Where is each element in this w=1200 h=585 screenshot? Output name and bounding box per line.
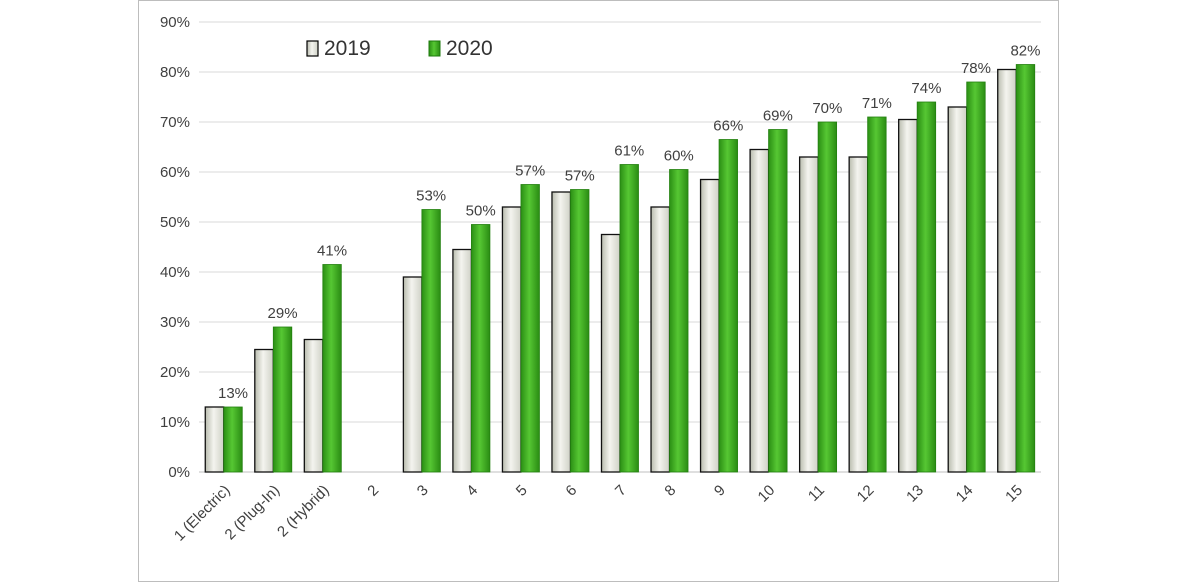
bars: [204, 64, 1036, 473]
data-label-2020: 57%: [515, 163, 545, 180]
y-tick-label: 60%: [160, 164, 190, 181]
data-label-2020: 74%: [911, 80, 941, 97]
bar-2020: [718, 139, 738, 473]
y-tick-label: 30%: [160, 314, 190, 331]
bar-2019: [402, 276, 423, 473]
y-axis-ticks: 0% 10% 20% 30% 40% 50% 60% 70% 80% 90%: [160, 14, 190, 481]
x-category-label: 7: [612, 482, 630, 500]
y-tick-label: 40%: [160, 264, 190, 281]
y-tick-label: 10%: [160, 414, 190, 431]
bar-2019: [452, 248, 473, 473]
bar-2019: [501, 206, 522, 473]
data-label-2020: 66%: [713, 118, 743, 135]
data-label-2020: 57%: [565, 168, 595, 185]
bar-chart: 0% 10% 20% 30% 40% 50% 60% 70% 80% 90% 13% 29% 41% 5…: [160, 14, 1041, 545]
data-labels: 13% 29% 41% 53% 50% 57% 57% 61% 60% 66% 69% 70% 71% 7…: [218, 43, 1041, 403]
x-category-label: 5: [513, 482, 531, 500]
y-tick-label: 0%: [168, 464, 190, 481]
x-category-label: 9: [711, 482, 729, 500]
data-label-2020: 53%: [416, 188, 446, 205]
bar-2019: [848, 156, 869, 473]
y-tick-label: 50%: [160, 214, 190, 231]
bar-2019: [600, 233, 621, 473]
data-label-2020: 70%: [812, 100, 842, 117]
data-label-2020: 60%: [664, 148, 694, 165]
x-category-label: 2 (Hybrid): [274, 482, 333, 541]
data-label-2020: 69%: [763, 108, 793, 125]
bar-2019: [898, 118, 918, 473]
bar-2019: [204, 406, 225, 473]
bar-2020: [322, 264, 342, 473]
bar-2020: [768, 129, 788, 473]
x-category-label: 4: [463, 482, 481, 500]
x-category-label: 14: [953, 482, 977, 506]
y-tick-label: 20%: [160, 364, 190, 381]
x-category-label: 13: [903, 482, 927, 506]
bar-2019: [997, 68, 1017, 473]
bar-2020: [916, 101, 937, 473]
y-tick-label: 70%: [160, 114, 190, 131]
x-category-label: 6: [562, 482, 580, 500]
bar-2019: [303, 338, 324, 473]
data-label-2020: 71%: [862, 95, 892, 112]
legend: 2019 2020: [306, 37, 493, 60]
bar-2020: [471, 224, 491, 473]
bar-2020: [570, 189, 590, 473]
bar-2020: [817, 121, 838, 473]
data-label-2020: 82%: [1010, 43, 1040, 60]
bar-2020: [223, 406, 243, 473]
legend-label-2020: 2020: [446, 37, 493, 60]
legend-swatch-2019: [306, 40, 319, 57]
bar-2020: [619, 164, 639, 473]
x-category-label: 2 (Plug-In): [222, 482, 284, 544]
data-label-2020: 50%: [466, 203, 496, 220]
bar-2019: [254, 348, 274, 473]
bar-2019: [947, 106, 968, 473]
bar-2019: [699, 178, 720, 473]
bar-2020: [272, 326, 293, 473]
legend-swatch-2020: [428, 40, 441, 57]
chart-frame: 0% 10% 20% 30% 40% 50% 60% 70% 80% 90% 13% 29% 41% 5…: [138, 0, 1059, 582]
data-label-2020: 29%: [268, 305, 298, 322]
bar-2019: [650, 206, 671, 473]
x-category-label: 12: [854, 482, 878, 506]
x-category-label: 8: [661, 482, 679, 500]
data-label-2020: 78%: [961, 60, 991, 77]
bar-2020: [966, 81, 986, 473]
bar-2019: [551, 191, 572, 473]
x-axis-categories: 1 (Electric)2 (Plug-In)2 (Hybrid) 2 3 4 5 6 7 8…: [171, 482, 1026, 545]
bar-2020: [867, 116, 887, 473]
bar-2020: [520, 184, 540, 473]
data-label-2020: 41%: [317, 243, 347, 260]
x-category-label: 2: [364, 482, 382, 500]
bar-2019: [798, 156, 819, 473]
x-category-label: 3: [414, 482, 432, 500]
data-label-2020: 61%: [614, 143, 644, 160]
x-category-label: 11: [805, 482, 828, 505]
bar-2020: [1015, 64, 1036, 473]
x-category-label: 15: [1002, 482, 1026, 506]
y-tick-label: 80%: [160, 64, 190, 81]
bar-2019: [749, 148, 770, 473]
y-tick-label: 90%: [160, 14, 190, 31]
bar-2020: [669, 169, 689, 473]
legend-label-2019: 2019: [324, 37, 371, 60]
x-category-label: 10: [755, 482, 779, 506]
bar-2020: [421, 209, 441, 473]
data-label-2020: 13%: [218, 385, 248, 402]
